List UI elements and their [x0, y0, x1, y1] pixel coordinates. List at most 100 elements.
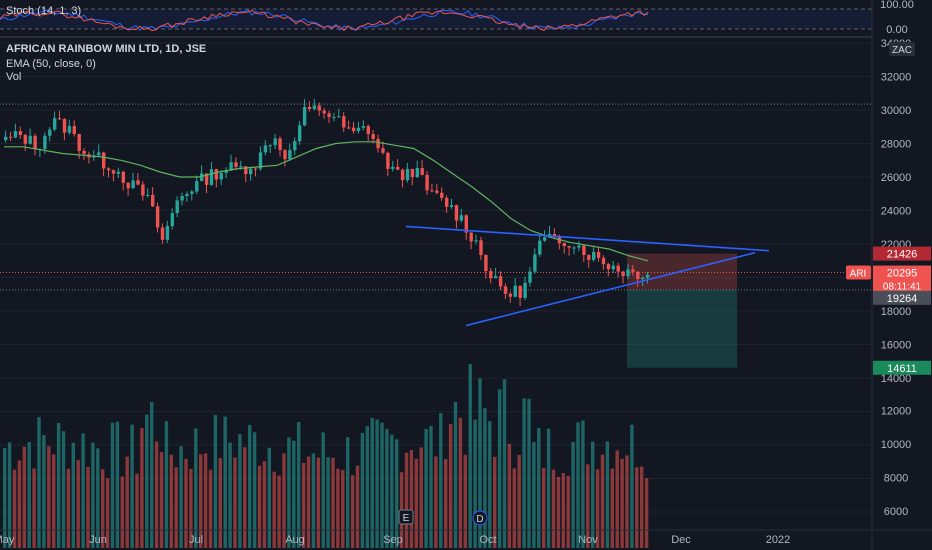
candle-body: [606, 264, 611, 270]
candle-body: [641, 277, 645, 280]
target-price-badge: [873, 360, 931, 375]
candle-body: [263, 145, 268, 153]
candle-body: [616, 265, 620, 272]
candle-body: [4, 136, 8, 141]
time-tick-label: Aug: [285, 534, 305, 546]
candle-body: [288, 150, 292, 160]
volume-bar: [194, 428, 198, 548]
volume-bar: [448, 424, 453, 548]
volume-bar: [257, 465, 262, 548]
candle-body: [293, 141, 297, 151]
volume-bar: [86, 467, 90, 548]
volume-bar: [321, 432, 325, 548]
volume-bar: [620, 458, 624, 548]
volume-bar: [522, 398, 526, 548]
volume-bar: [184, 458, 188, 548]
candle-body: [62, 118, 67, 133]
volume-bar: [130, 424, 134, 548]
volume-bar: [150, 402, 154, 548]
candle-body: [13, 131, 18, 138]
volume-bar: [22, 446, 26, 548]
candle-body: [82, 150, 86, 155]
volume-bar: [615, 450, 619, 548]
candle-body: [459, 215, 464, 221]
candle-body: [278, 138, 282, 151]
candle-body: [410, 168, 415, 177]
candle-body: [503, 286, 508, 294]
candle-body: [43, 135, 47, 149]
dividend-marker[interactable]: [472, 510, 488, 526]
candle-body: [430, 190, 434, 192]
currency-badge[interactable]: [889, 42, 915, 56]
candle-body: [405, 168, 410, 181]
volume-bar: [228, 442, 232, 548]
volume-bar: [419, 447, 423, 548]
ema-legend: EMA (50, close, 0): [6, 58, 96, 70]
target-price-badge-label: 14611: [887, 363, 917, 375]
volume-bar: [595, 469, 600, 548]
candle-body: [97, 152, 101, 156]
volume-bar: [145, 414, 149, 548]
volume-bar: [47, 446, 51, 548]
volume-bar: [581, 420, 585, 548]
volume-bar: [605, 441, 610, 548]
volume-bar: [576, 422, 580, 548]
candle-body: [371, 134, 375, 140]
candle-body: [155, 206, 160, 228]
vol-label: Vol: [6, 71, 22, 83]
candle-body: [440, 192, 444, 198]
candle-body: [317, 105, 321, 111]
candle-body: [342, 116, 346, 128]
resistance-trendline[interactable]: [405, 225, 770, 252]
candle-body: [469, 232, 473, 242]
volume-bar: [370, 417, 374, 548]
candle-body: [219, 172, 223, 180]
candle-body: [8, 136, 13, 138]
volume-bar: [71, 442, 75, 548]
earnings-marker[interactable]: [398, 509, 414, 525]
candle-body: [449, 205, 454, 207]
price-tick-label: 32000: [881, 72, 912, 84]
volume-tick-label: 8000: [884, 473, 908, 485]
candle-body: [415, 168, 419, 177]
volume-bar: [414, 458, 418, 548]
candle-body: [592, 251, 596, 260]
candle-body: [474, 240, 478, 242]
candle-body: [322, 110, 326, 114]
candle-body: [376, 139, 380, 149]
volume-bar: [233, 457, 237, 548]
candle-body: [601, 257, 606, 265]
volume-bar: [532, 442, 536, 548]
volume-bar: [125, 456, 129, 548]
entry-price-badge: [873, 290, 931, 305]
support-trendline[interactable]: [465, 251, 756, 327]
volume-bar: [409, 450, 414, 548]
volume-bar: [169, 454, 173, 548]
volume-bar: [527, 398, 531, 548]
time-tick-label: 2022: [766, 534, 790, 546]
price-tick-label: 28000: [881, 139, 912, 151]
volume-bar: [591, 441, 595, 548]
candle-body: [356, 127, 361, 132]
candle-body: [67, 126, 72, 133]
volume-bar: [306, 456, 311, 548]
candle-body: [577, 245, 581, 248]
candle-body: [126, 182, 130, 189]
stoch-tick-bottom: 0.00: [886, 24, 907, 36]
volume-bar: [429, 425, 433, 548]
volume-bar: [189, 469, 193, 548]
candle-body: [141, 184, 145, 196]
take-profit-zone[interactable]: [627, 289, 737, 368]
candle-body: [366, 126, 370, 135]
candle-body: [400, 169, 405, 181]
candle-body: [151, 194, 155, 207]
candle-body: [636, 271, 640, 280]
currency-badge-label: ZAC: [892, 45, 912, 56]
stoch-tick-top: 100.00: [880, 0, 914, 11]
candle-body: [298, 125, 302, 142]
candle-body: [23, 134, 27, 144]
candle-body: [498, 276, 503, 287]
volume-bar: [174, 467, 178, 548]
candle-body: [396, 166, 400, 170]
